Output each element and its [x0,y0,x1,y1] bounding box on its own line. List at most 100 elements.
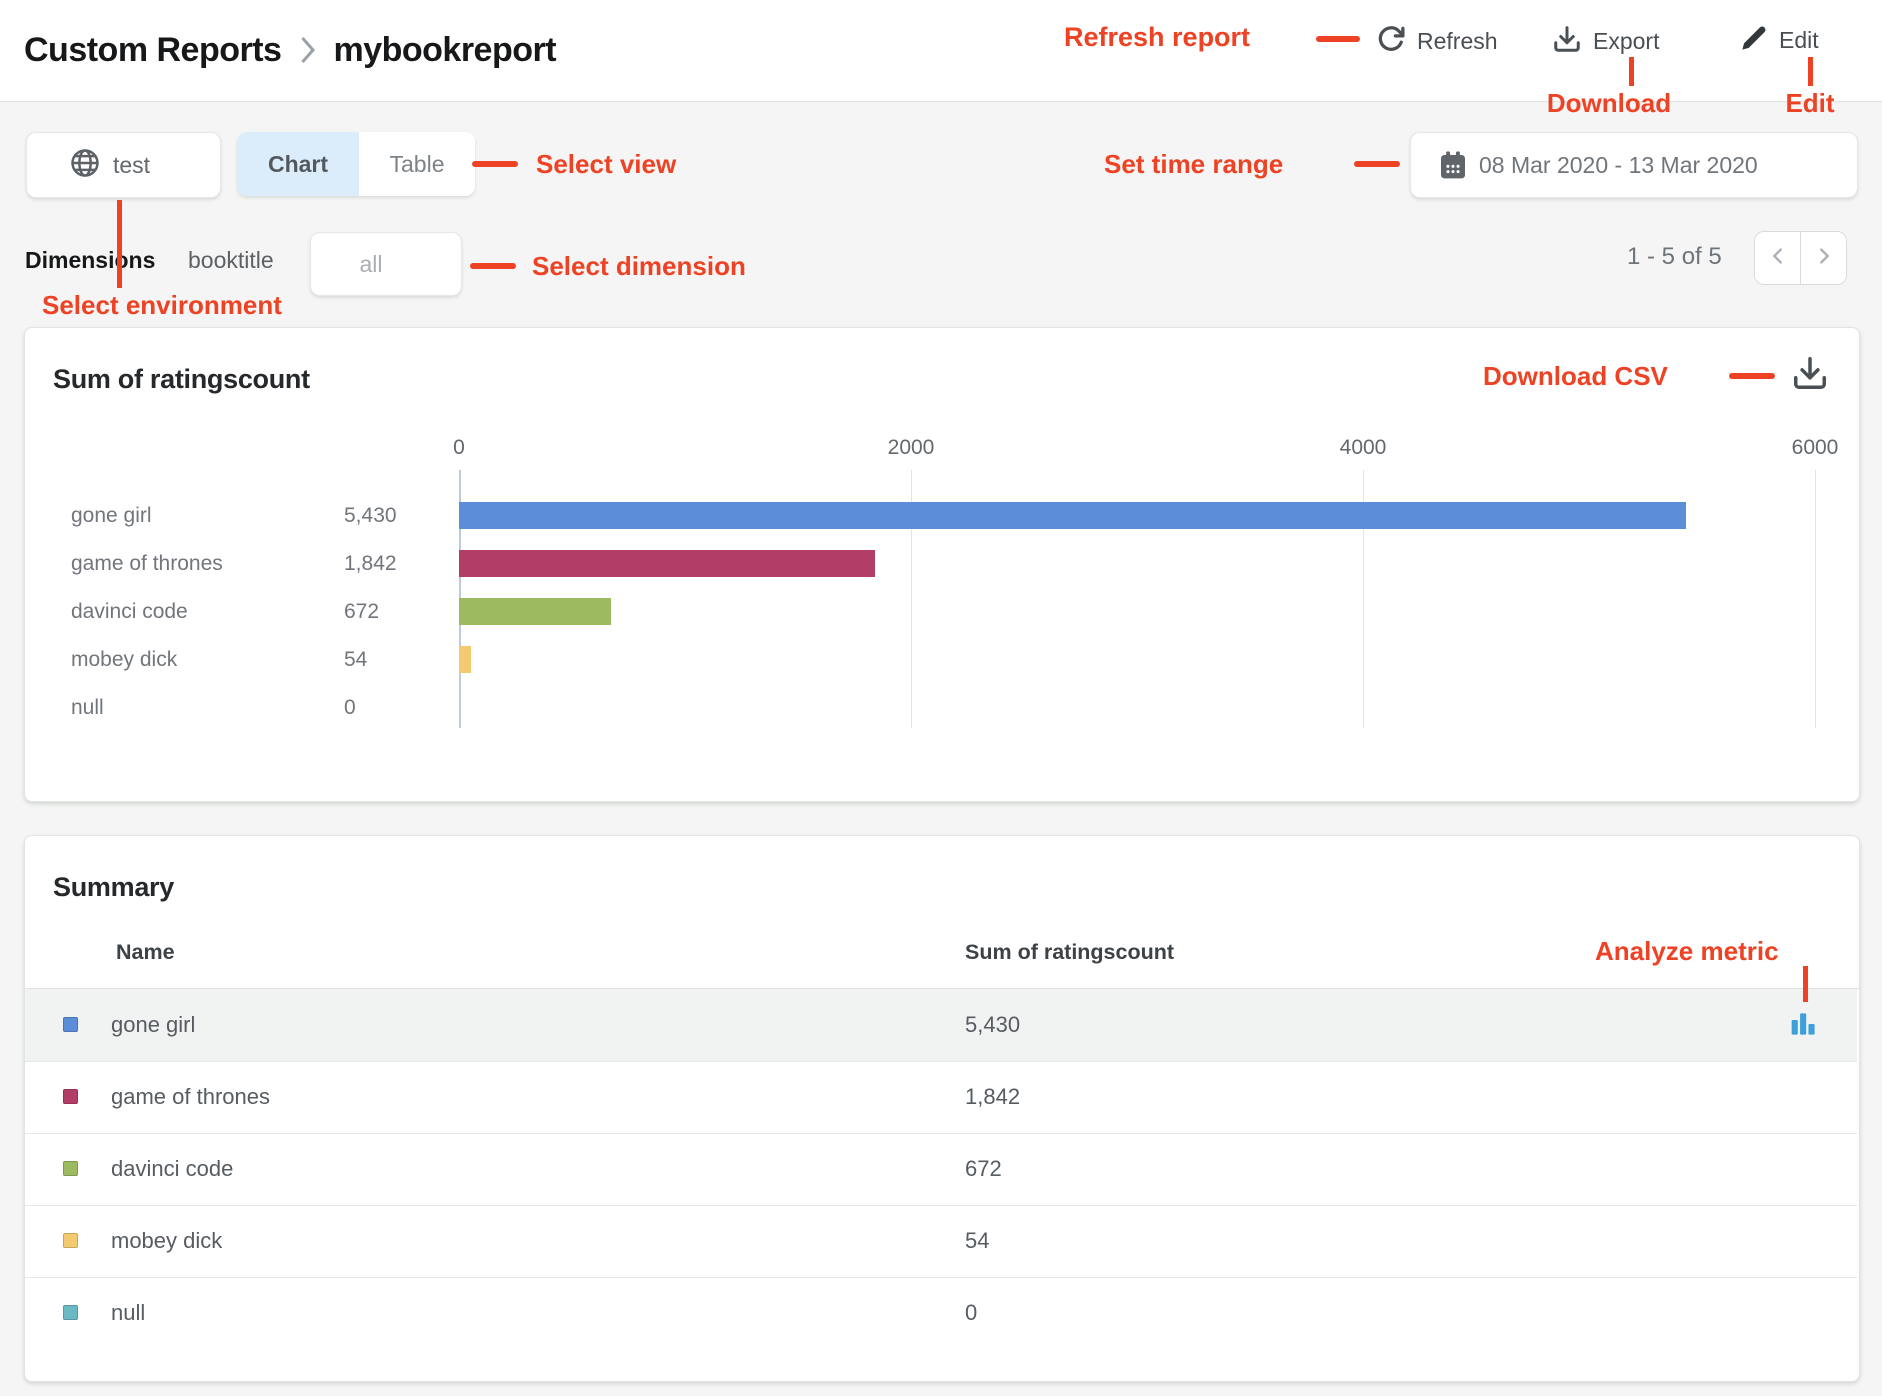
row-name: davinci code [111,1156,234,1181]
gridline [1815,470,1816,728]
table-row[interactable]: gone girl 5,430 [25,989,1857,1062]
table-row[interactable]: null 0 [25,1277,1857,1349]
pagination-status: 1 - 5 of 5 [1627,243,1722,270]
dimensions-label: Dimensions [25,247,156,273]
chart-row: game of thrones 1,842 [25,540,1859,588]
summary-title: Summary [53,872,174,902]
pagination-next-button[interactable] [1800,232,1846,284]
series-color-swatch [63,1305,78,1320]
chart-title: Sum of ratingscount [53,364,310,394]
series-color-swatch [63,1017,78,1032]
annotation-line [1316,36,1360,42]
annotation-refresh-report: Refresh report [1064,22,1251,52]
annotation-line [1808,57,1813,86]
download-icon [1791,357,1829,396]
row-value: 54 [965,1228,990,1253]
annotation-download-csv: Download CSV [1483,361,1668,391]
gridline [911,470,912,728]
dimension-value-select[interactable]: all [310,232,462,296]
annotation-analyze-metric: Analyze metric [1595,936,1779,966]
chart-row: null 0 [25,684,1859,732]
chart-value-label: 0 [344,696,356,719]
chart-bar [459,550,875,577]
column-header-name: Name [116,940,175,964]
pagination-controls [1754,231,1847,285]
annotation-edit: Edit [1785,88,1835,118]
annotation-download: Download [1546,88,1672,118]
gridline [1363,470,1364,728]
chart-card: Sum of ratingscount 0 2000 4000 6000 gone g… [24,327,1860,802]
row-value: 5,430 [965,1012,1021,1037]
download-icon [1552,24,1582,59]
row-name: game of thrones [111,1084,270,1109]
row-name: gone girl [111,1012,196,1037]
refresh-button[interactable]: Refresh [1376,24,1498,59]
table-header-divider [25,988,1859,989]
breadcrumb: Custom Reports mybookreport [24,0,557,100]
annotation-set-time-range: Set time range [1104,149,1284,179]
tab-table[interactable]: Table [359,132,475,196]
environment-select-value: test [112,151,151,178]
chart-category-label: mobey dick [71,648,178,671]
view-toggle: Chart Table [237,132,475,196]
series-color-swatch [63,1233,78,1248]
chart-value-label: 1,842 [344,552,397,575]
annotation-line [472,161,518,167]
x-axis-tick-label: 4000 [1339,436,1387,459]
chart-bar [459,598,611,625]
chart-row: mobey dick 54 [25,636,1859,684]
pencil-icon [1740,24,1768,57]
refresh-button-label: Refresh [1417,28,1498,54]
annotation-line [117,200,122,288]
column-header-sum: Sum of ratingscount [965,940,1175,964]
tab-chart[interactable]: Chart [237,132,359,196]
chart-category-label: gone girl [71,504,152,527]
chart-value-label: 5,430 [344,504,397,527]
download-csv-button[interactable] [1791,354,1829,397]
chevron-right-icon [296,35,318,65]
date-range-select[interactable]: 08 Mar 2020 - 13 Mar 2020 [1410,132,1858,198]
breadcrumb-current-report: mybookreport [333,30,557,69]
analyze-metric-button[interactable] [1787,1008,1819,1045]
table-row[interactable]: mobey dick 54 [25,1205,1857,1278]
annotation-select-view: Select view [536,149,677,179]
calendar-icon [1437,149,1469,181]
annotation-select-dimension: Select dimension [532,251,746,281]
environment-select[interactable]: test [26,132,221,198]
series-color-swatch [63,1161,78,1176]
row-name: mobey dick [111,1228,223,1253]
x-axis-tick-label: 0 [453,436,465,459]
dimension-name: booktitle [188,247,274,273]
chart-category-label: davinci code [71,600,188,623]
annotation-line [470,263,516,269]
chart-bar [459,502,1686,529]
chart-value-label: 672 [344,600,380,623]
row-value: 672 [965,1156,1002,1181]
date-range-value: 08 Mar 2020 - 13 Mar 2020 [1479,151,1758,178]
annotation-line [1354,161,1400,167]
row-value: 1,842 [965,1084,1021,1109]
export-button-label: Export [1593,28,1660,54]
bar-chart-icon [1791,1013,1815,1035]
row-name: null [111,1300,146,1325]
breadcrumb-custom-reports[interactable]: Custom Reports [24,30,282,69]
export-button[interactable]: Export [1552,24,1659,59]
table-row[interactable]: davinci code 672 [25,1133,1857,1206]
dimension-value: all [359,250,383,277]
row-value: 0 [965,1300,978,1325]
chart-row: gone girl 5,430 [25,492,1859,540]
globe-icon [70,148,100,183]
page-header: Custom Reports mybookreport Refresh Expo… [0,0,1882,102]
edit-button[interactable]: Edit [1740,24,1819,57]
chevron-left-icon [1767,245,1789,272]
table-row[interactable]: game of thrones 1,842 [25,1061,1857,1134]
annotation-line [1629,57,1634,86]
x-axis-tick-label: 6000 [1791,436,1839,459]
pagination-prev-button[interactable] [1755,232,1800,284]
chart-category-label: null [71,696,104,719]
refresh-icon [1376,24,1406,59]
chart-bar [459,646,471,673]
summary-card: Summary Name Sum of ratingscount gone gi… [24,835,1860,1382]
chevron-right-icon [1813,245,1835,272]
